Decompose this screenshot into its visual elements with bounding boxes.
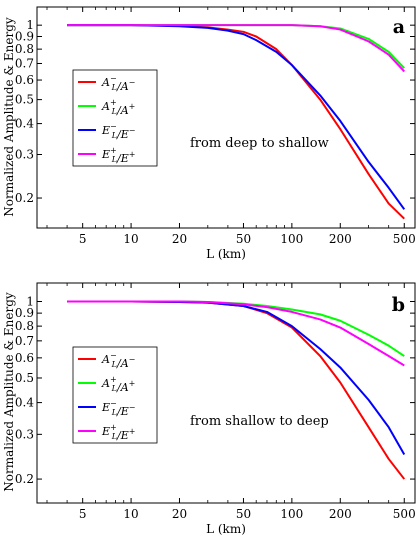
- y-tick-label: 0.3: [15, 147, 34, 161]
- x-tick-label: 10: [123, 507, 138, 521]
- x-tick-label: 20: [172, 507, 187, 521]
- plot-frame: [36, 282, 416, 504]
- y-tick-label: 0.7: [15, 334, 34, 348]
- x-tick-label: 500: [393, 507, 416, 521]
- y-tick-label: 0.8: [15, 42, 34, 56]
- x-axis-title: L (km): [206, 522, 246, 536]
- y-tick-label: 1: [26, 18, 34, 32]
- legend-label-1: A− L/A−: [101, 351, 135, 370]
- legend-box: [72, 69, 158, 167]
- legend-label-4: E+ L/E+: [101, 146, 136, 165]
- x-tick-label: 20: [172, 232, 187, 246]
- y-tick-label: 0.9: [15, 306, 34, 320]
- y-tick-label: 0.2: [15, 191, 34, 205]
- y-axis-title-a: Normalized Amplitude & Energy: [2, 17, 16, 217]
- annotation-text: from deep to shallow: [190, 136, 329, 151]
- x-tick-label: 5: [79, 232, 87, 246]
- legend-label-3: E− L/E−: [101, 122, 136, 141]
- y-tick-label: 0.4: [15, 117, 34, 131]
- x-axis-title: L (km): [206, 247, 246, 261]
- y-tick-label: 0.6: [15, 73, 34, 87]
- legend-box: [72, 346, 158, 444]
- legend-label-2: A+ L/A+: [101, 375, 135, 394]
- x-tick-label: 50: [236, 232, 251, 246]
- series-line-4: [67, 24, 405, 73]
- x-tick-label: 200: [329, 507, 352, 521]
- y-tick-label: 0.3: [15, 427, 34, 441]
- legend-label-4: E+ L/E+: [101, 423, 136, 442]
- y-tick-label: 0.5: [15, 371, 34, 385]
- y-tick-label: 0.9: [15, 29, 34, 43]
- x-tick-label: 50: [236, 507, 251, 521]
- legend: A− L/A− A+ L/A+ E− L/E− E+ L/E+: [72, 346, 158, 444]
- x-tick-label: 100: [280, 507, 303, 521]
- legend-label-3: E− L/E−: [101, 399, 136, 418]
- legend-label-1: A− L/A−: [101, 74, 135, 93]
- annotation-text: from shallow to deep: [190, 414, 329, 429]
- y-tick-label: 0.2: [15, 472, 34, 486]
- y-tick-label: 0.5: [15, 93, 34, 107]
- x-tick-label: 500: [393, 232, 416, 246]
- y-tick-label: 0.6: [15, 351, 34, 365]
- panel-letter: a: [393, 16, 405, 38]
- panel-letter: b: [392, 294, 405, 316]
- plot-frame: [36, 6, 416, 229]
- series-line-3: [67, 24, 406, 210]
- y-tick-label: 1: [26, 295, 34, 309]
- legend: A− L/A− A+ L/A+ E− L/E− E+ L/E+: [72, 69, 158, 167]
- y-tick-label: 0.7: [15, 56, 34, 70]
- y-axis-title-b: Normalized Amplitude & Energy: [2, 292, 16, 492]
- legend-label-2: A+ L/A+: [101, 98, 135, 117]
- x-tick-label: 10: [123, 232, 138, 246]
- x-tick-label: 200: [329, 232, 352, 246]
- y-tick-label: 0.4: [15, 396, 34, 410]
- y-tick-label: 0.8: [15, 319, 34, 333]
- chart-panel-a: 5 10 20 50 100 200 500 L (km) 0.2 0.3 0.4 0.5 0.6 0.7…: [15, 6, 416, 261]
- x-tick-label: 100: [280, 232, 303, 246]
- x-tick-label: 5: [79, 507, 87, 521]
- chart-panel-b: 5 10 20 50 100 200 500 L (km) 0.2 0.3 0.4 0.5 0.6 0.7…: [15, 282, 416, 536]
- series-line-4: [67, 300, 405, 367]
